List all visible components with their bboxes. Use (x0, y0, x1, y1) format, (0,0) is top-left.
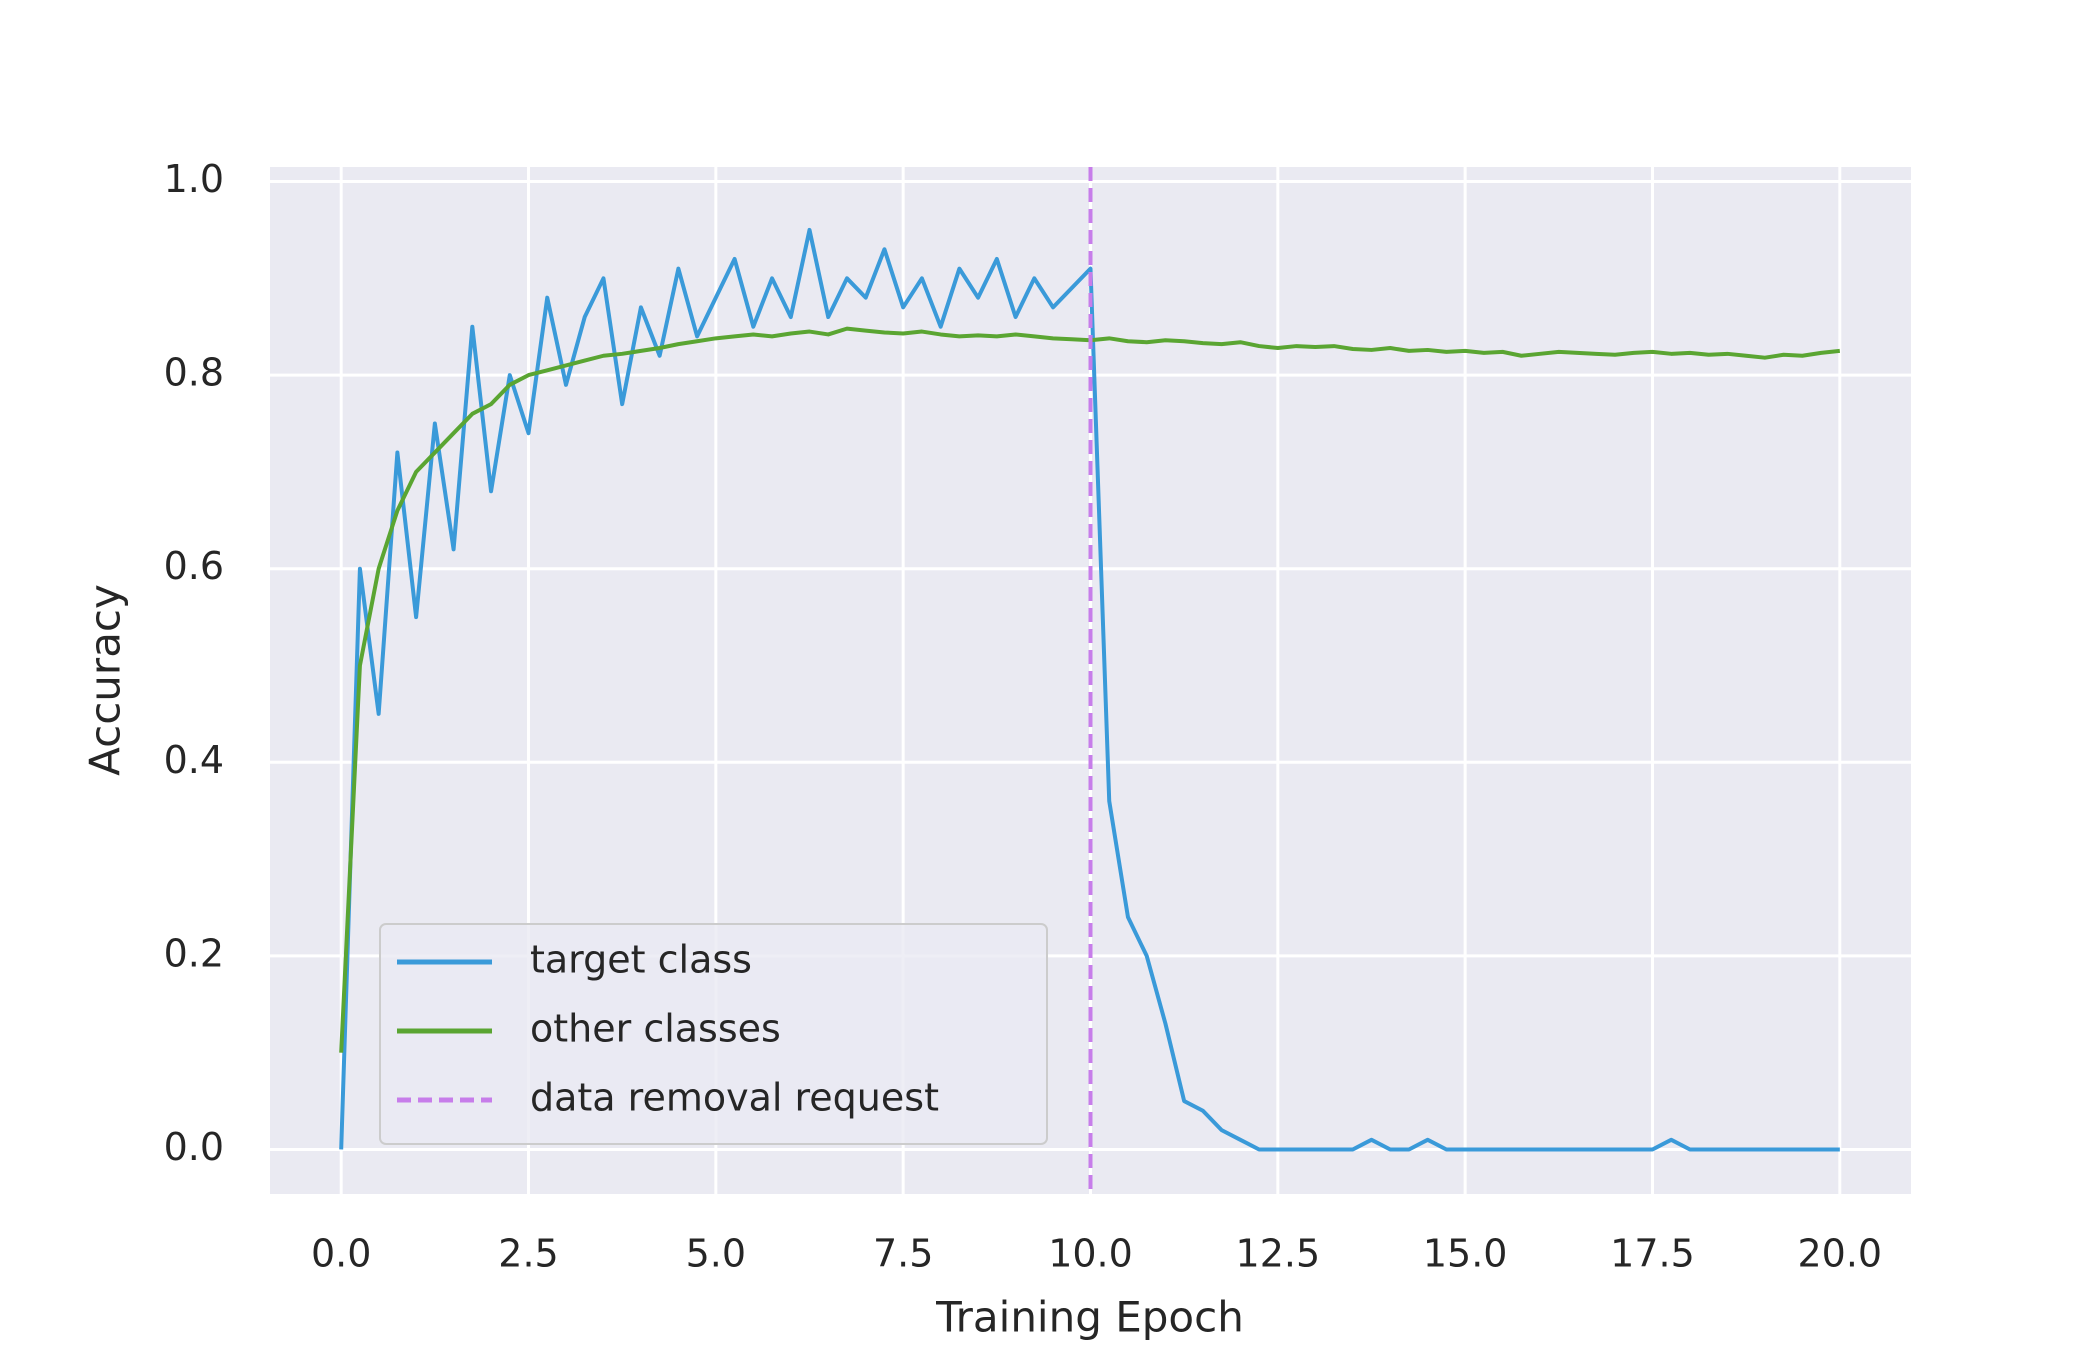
x-tick-label: 0.0 (311, 1232, 371, 1276)
marks (339, 167, 1841, 1194)
y-tick-label: 0.0 (164, 1125, 224, 1169)
x-tick-label: 15.0 (1423, 1232, 1508, 1276)
legend-box (379, 923, 1048, 1145)
y-tick-label: 0.6 (164, 544, 224, 588)
y-tick-label: 0.4 (164, 738, 224, 782)
legend-label: other classes (530, 1007, 781, 1051)
x-axis-label: Training Epoch (935, 1293, 1244, 1342)
x-tick-label: 10.0 (1048, 1232, 1133, 1276)
y-tick-label: 0.2 (164, 931, 224, 975)
x-tick-label: 12.5 (1236, 1232, 1321, 1276)
x-tick-label: 20.0 (1798, 1232, 1883, 1276)
x-tick-label: 7.5 (873, 1232, 933, 1276)
y-axis-label: Accuracy (81, 584, 130, 776)
legend-label: target class (530, 938, 752, 982)
x-tick-label: 2.5 (498, 1232, 558, 1276)
x-tick-label: 17.5 (1610, 1232, 1695, 1276)
y-tick-label: 1.0 (164, 157, 224, 201)
x-tick-label: 5.0 (686, 1232, 746, 1276)
series-line (339, 227, 1840, 1152)
legend-label: data removal request (530, 1076, 939, 1120)
y-tick-label: 0.8 (164, 351, 224, 395)
legend: target class other classes data removal re… (379, 923, 1048, 1145)
